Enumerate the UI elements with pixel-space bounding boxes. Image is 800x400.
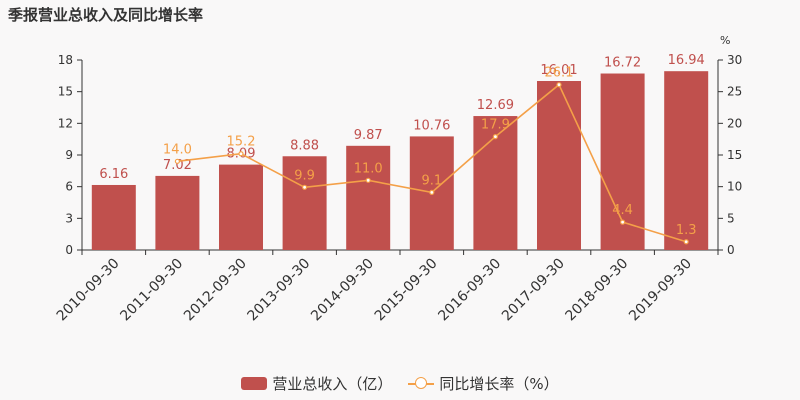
growth-data-label: 9.9 bbox=[294, 168, 315, 183]
growth-data-label: 11.0 bbox=[354, 161, 383, 176]
y-left-tick-label: 6 bbox=[65, 180, 73, 194]
growth-point bbox=[174, 158, 180, 164]
y-left-tick-label: 0 bbox=[65, 243, 73, 257]
legend-item-growth[interactable]: 同比增长率（%） bbox=[408, 373, 559, 394]
legend-bar-swatch bbox=[241, 377, 268, 390]
legend-line-swatch bbox=[408, 377, 435, 390]
bar bbox=[282, 156, 327, 250]
legend: 营业总收入（亿） 同比增长率（%） bbox=[0, 373, 800, 394]
x-tick-label: 2015-09-30 bbox=[372, 256, 441, 325]
bar-data-label: 7.02 bbox=[163, 158, 192, 173]
bar bbox=[537, 81, 581, 250]
y-left-tick-label: 3 bbox=[65, 211, 73, 225]
bar-data-label: 9.87 bbox=[354, 128, 383, 143]
legend-item-revenue[interactable]: 营业总收入（亿） bbox=[241, 373, 392, 394]
x-tick-label: 2012-09-30 bbox=[181, 256, 250, 325]
growth-data-label: 1.3 bbox=[676, 223, 697, 238]
x-tick-label: 2019-09-30 bbox=[626, 256, 695, 325]
bar bbox=[155, 175, 200, 250]
growth-data-label: 9.1 bbox=[421, 173, 442, 188]
y-right-tick-label: 5 bbox=[727, 211, 735, 225]
growth-point bbox=[492, 134, 498, 140]
growth-data-label: 4.4 bbox=[612, 203, 633, 218]
x-tick-label: 2010-09-30 bbox=[54, 256, 123, 325]
bar bbox=[219, 164, 263, 250]
y-left-tick-label: 18 bbox=[58, 53, 73, 67]
growth-point bbox=[619, 219, 626, 225]
bar-data-label: 16.01 bbox=[540, 63, 577, 78]
y-right-tick-label: 15 bbox=[727, 148, 742, 162]
bar-data-label: 10.76 bbox=[413, 118, 450, 133]
y-right-tick-label: 30 bbox=[727, 53, 742, 67]
legend-label-revenue: 营业总收入（亿） bbox=[272, 375, 393, 393]
bar bbox=[91, 184, 136, 250]
y-right-tick-label: 25 bbox=[727, 85, 742, 99]
growth-data-label: 17.9 bbox=[481, 118, 510, 133]
y-right-tick-label: 0 bbox=[727, 243, 735, 257]
growth-data-label: 26.1 bbox=[545, 66, 574, 81]
growth-data-label: 15.2 bbox=[227, 135, 256, 150]
growth-data-label: 14.0 bbox=[163, 142, 192, 157]
growth-point bbox=[429, 189, 435, 195]
growth-point bbox=[556, 82, 562, 88]
x-tick-label: 2014-09-30 bbox=[308, 256, 377, 325]
growth-point bbox=[302, 184, 308, 190]
x-tick-label: 2017-09-30 bbox=[499, 256, 568, 325]
x-tick-label: 2016-09-30 bbox=[435, 256, 504, 325]
growth-point bbox=[238, 151, 244, 157]
legend-label-growth: 同比增长率（%） bbox=[439, 375, 559, 393]
y-right-tick-label: 10 bbox=[727, 180, 742, 194]
y-left-tick-label: 9 bbox=[65, 148, 73, 162]
bar bbox=[664, 71, 709, 250]
chart-title: 季报营业总收入及同比增长率 bbox=[8, 6, 204, 24]
bar bbox=[346, 145, 391, 250]
bar-data-label: 16.94 bbox=[668, 53, 705, 68]
bar-data-label: 12.69 bbox=[477, 98, 514, 113]
y-right-tick-label: 20 bbox=[727, 116, 742, 130]
growth-point bbox=[683, 239, 689, 245]
y-right-unit: % bbox=[720, 34, 730, 47]
growth-point bbox=[365, 177, 371, 183]
y-left-tick-label: 15 bbox=[58, 85, 73, 99]
bar-data-label: 6.16 bbox=[99, 167, 128, 182]
y-left-tick-label: 12 bbox=[58, 116, 73, 130]
x-tick-label: 2013-09-30 bbox=[245, 256, 314, 325]
bar-data-label: 16.72 bbox=[604, 56, 641, 71]
x-tick-label: 2011-09-30 bbox=[117, 256, 186, 325]
x-tick-label: 2018-09-30 bbox=[563, 256, 632, 325]
bar-data-label: 8.88 bbox=[290, 138, 319, 153]
